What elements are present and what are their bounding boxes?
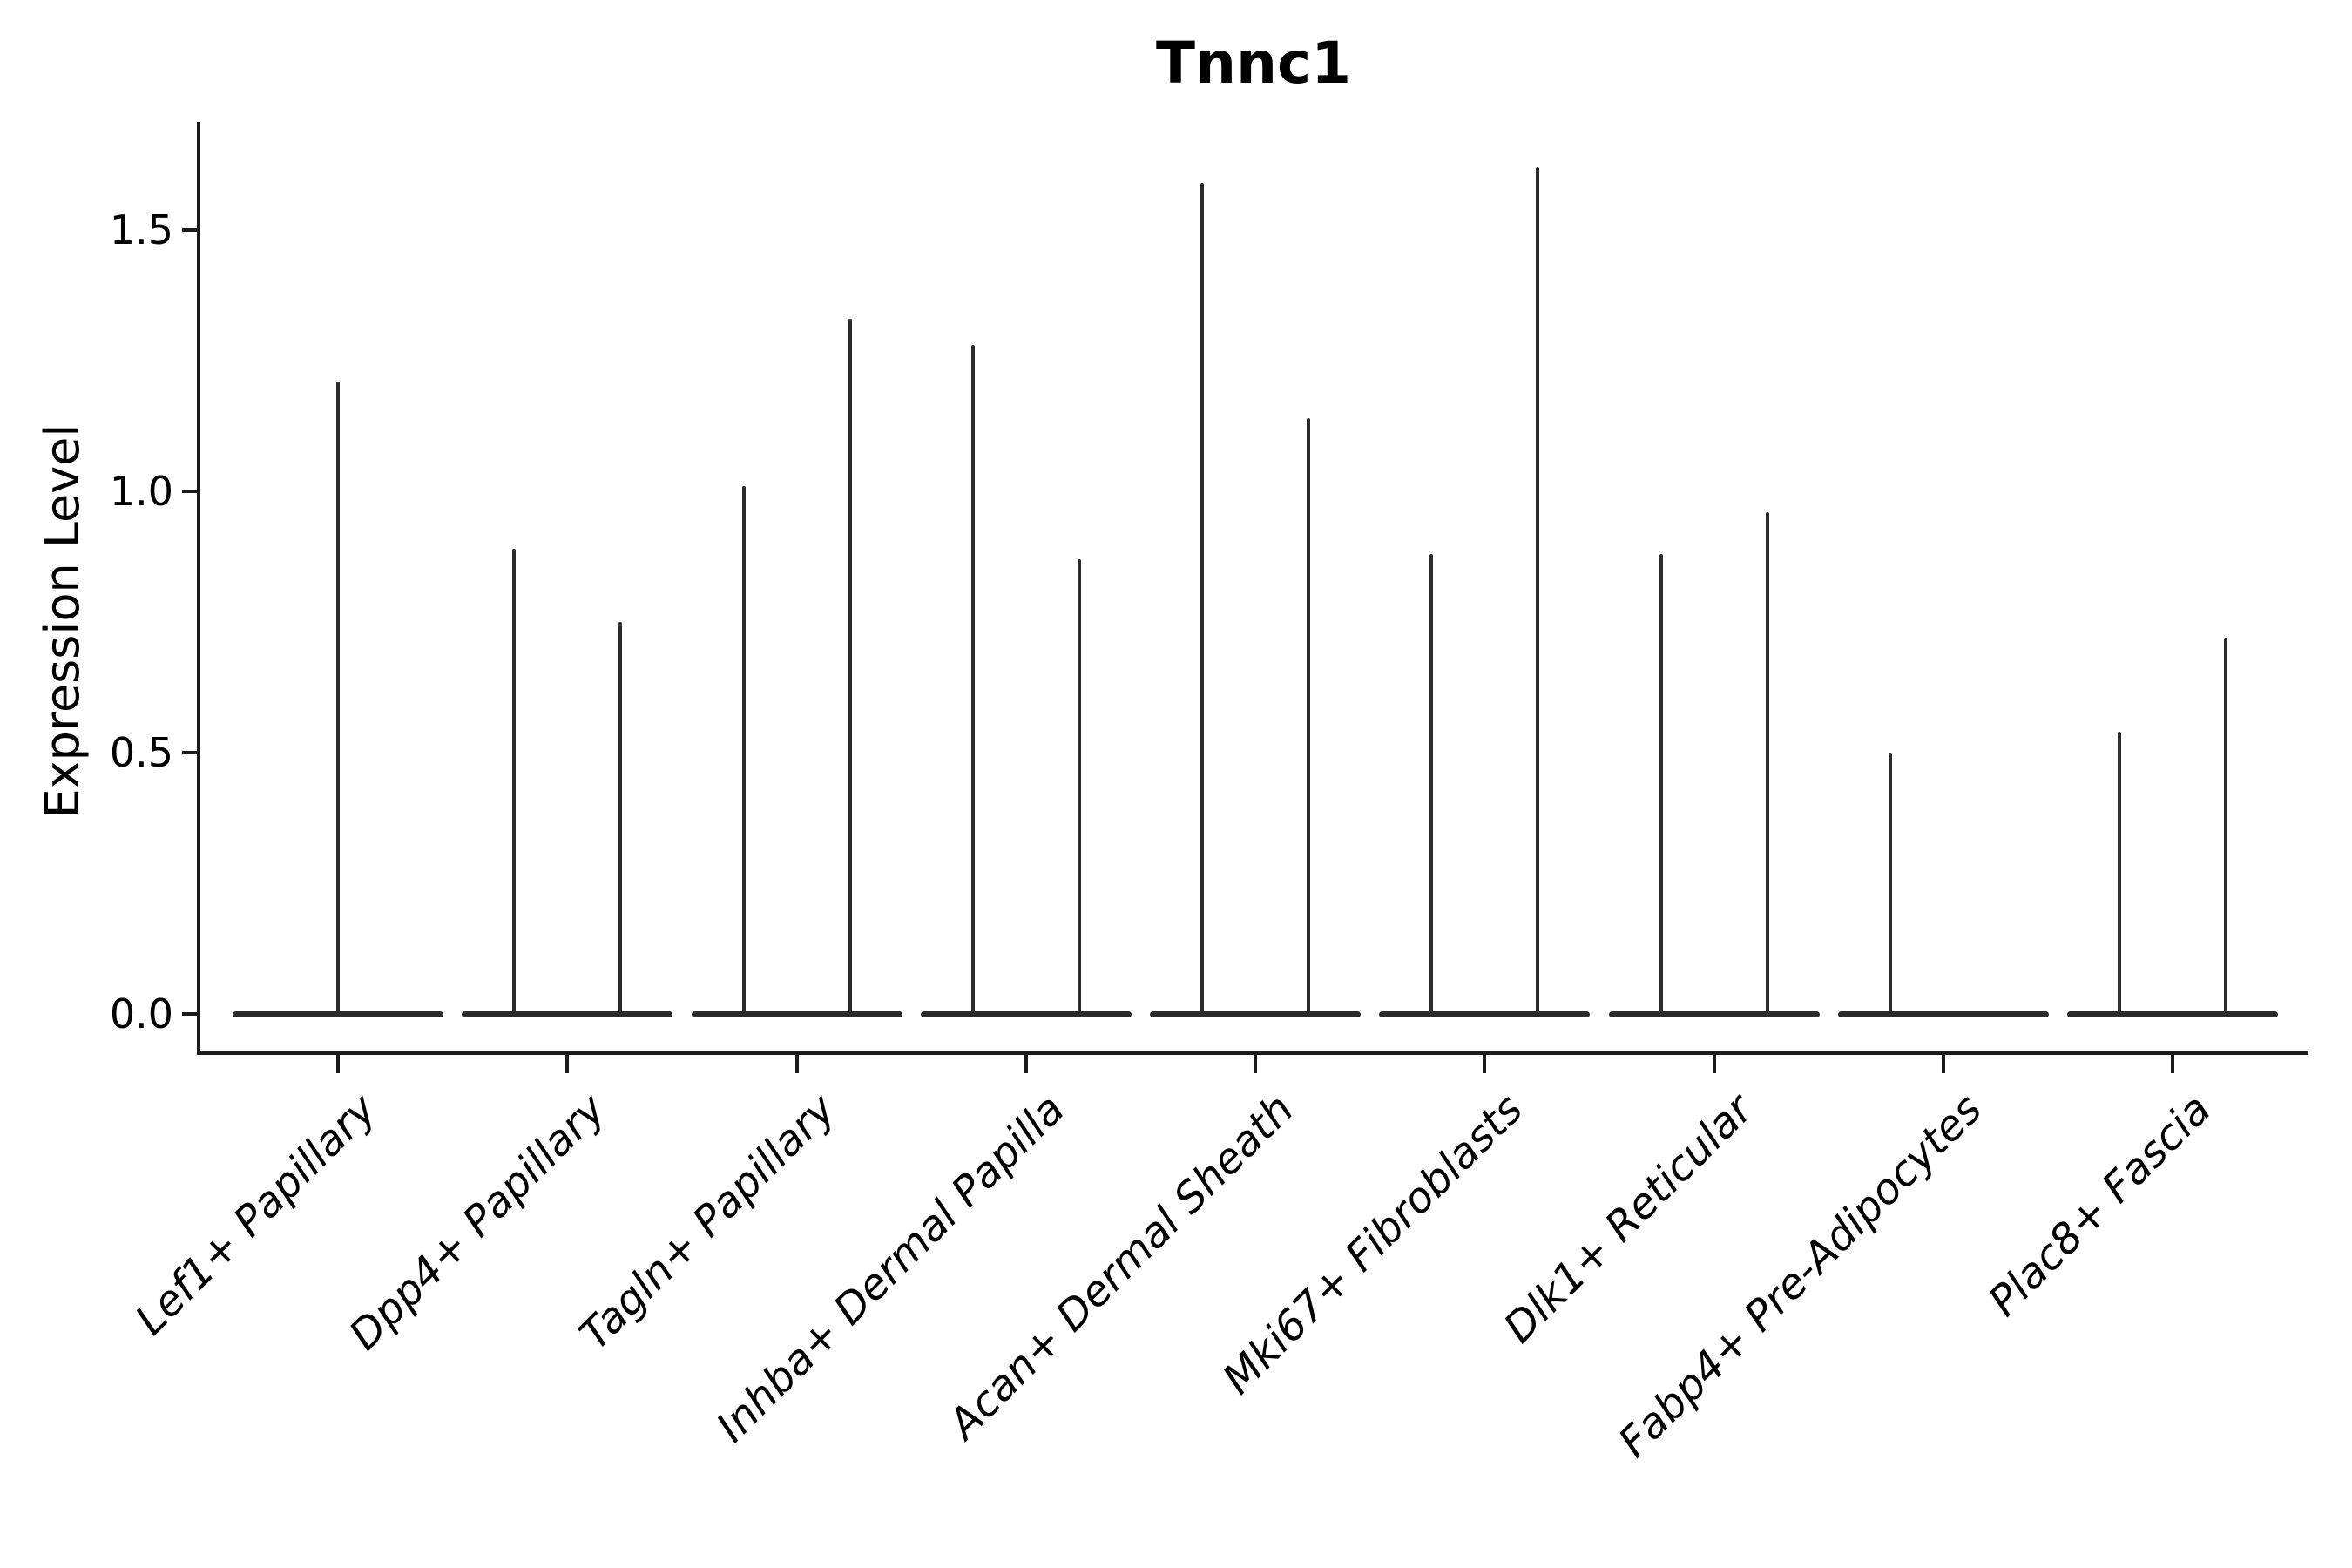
- violin-spike: [1888, 753, 1892, 1017]
- violin-spike: [1536, 167, 1540, 1017]
- x-tick-mark: [1024, 1055, 1028, 1073]
- x-tick-mark: [1254, 1055, 1257, 1073]
- violin-baseline: [1837, 1011, 2049, 1017]
- y-tick-mark: [182, 490, 199, 493]
- x-tick-mark: [1941, 1055, 1945, 1073]
- violin-spike: [2224, 638, 2227, 1017]
- violin-spike: [1077, 559, 1081, 1017]
- y-tick-label: 0.5: [109, 729, 173, 776]
- y-tick-mark: [182, 228, 199, 232]
- x-tick-mark: [2171, 1055, 2174, 1073]
- y-tick-label: 0.0: [109, 990, 173, 1037]
- violin-spike: [512, 549, 517, 1017]
- violin-baseline: [1379, 1011, 1591, 1017]
- y-axis-line: [197, 122, 200, 1055]
- y-tick-label: 1.5: [109, 206, 173, 253]
- violin-baseline: [920, 1011, 1132, 1017]
- violin-baseline: [691, 1011, 902, 1017]
- violin-spike: [1429, 554, 1434, 1017]
- violin-spike: [336, 382, 340, 1017]
- y-tick-mark: [182, 1012, 199, 1016]
- y-axis-label: Expression Level: [35, 423, 90, 819]
- y-tick-mark: [182, 751, 199, 754]
- violin-spike: [1307, 418, 1310, 1017]
- x-tick-mark: [565, 1055, 570, 1073]
- violin-spike: [741, 486, 746, 1017]
- violin-spike: [1765, 512, 1769, 1017]
- violin-spike: [1200, 183, 1204, 1017]
- x-tick-mark: [336, 1055, 340, 1073]
- violin-spike: [848, 319, 852, 1017]
- violin-baseline: [1608, 1011, 1820, 1017]
- y-tick-label: 1.0: [109, 468, 173, 515]
- violin-spike: [618, 622, 623, 1017]
- x-axis-line: [197, 1051, 2308, 1055]
- violin-spike: [970, 345, 975, 1017]
- violin-baseline: [2067, 1011, 2278, 1017]
- chart-title: Tnnc1: [1155, 30, 1352, 97]
- violin-spike: [2118, 732, 2121, 1017]
- x-tick-mark: [1712, 1055, 1716, 1073]
- violin-baseline: [462, 1011, 673, 1017]
- x-tick-mark: [1483, 1055, 1487, 1073]
- violin-spike: [1659, 554, 1663, 1017]
- x-tick-mark: [794, 1055, 799, 1073]
- violin-baseline: [1150, 1011, 1361, 1017]
